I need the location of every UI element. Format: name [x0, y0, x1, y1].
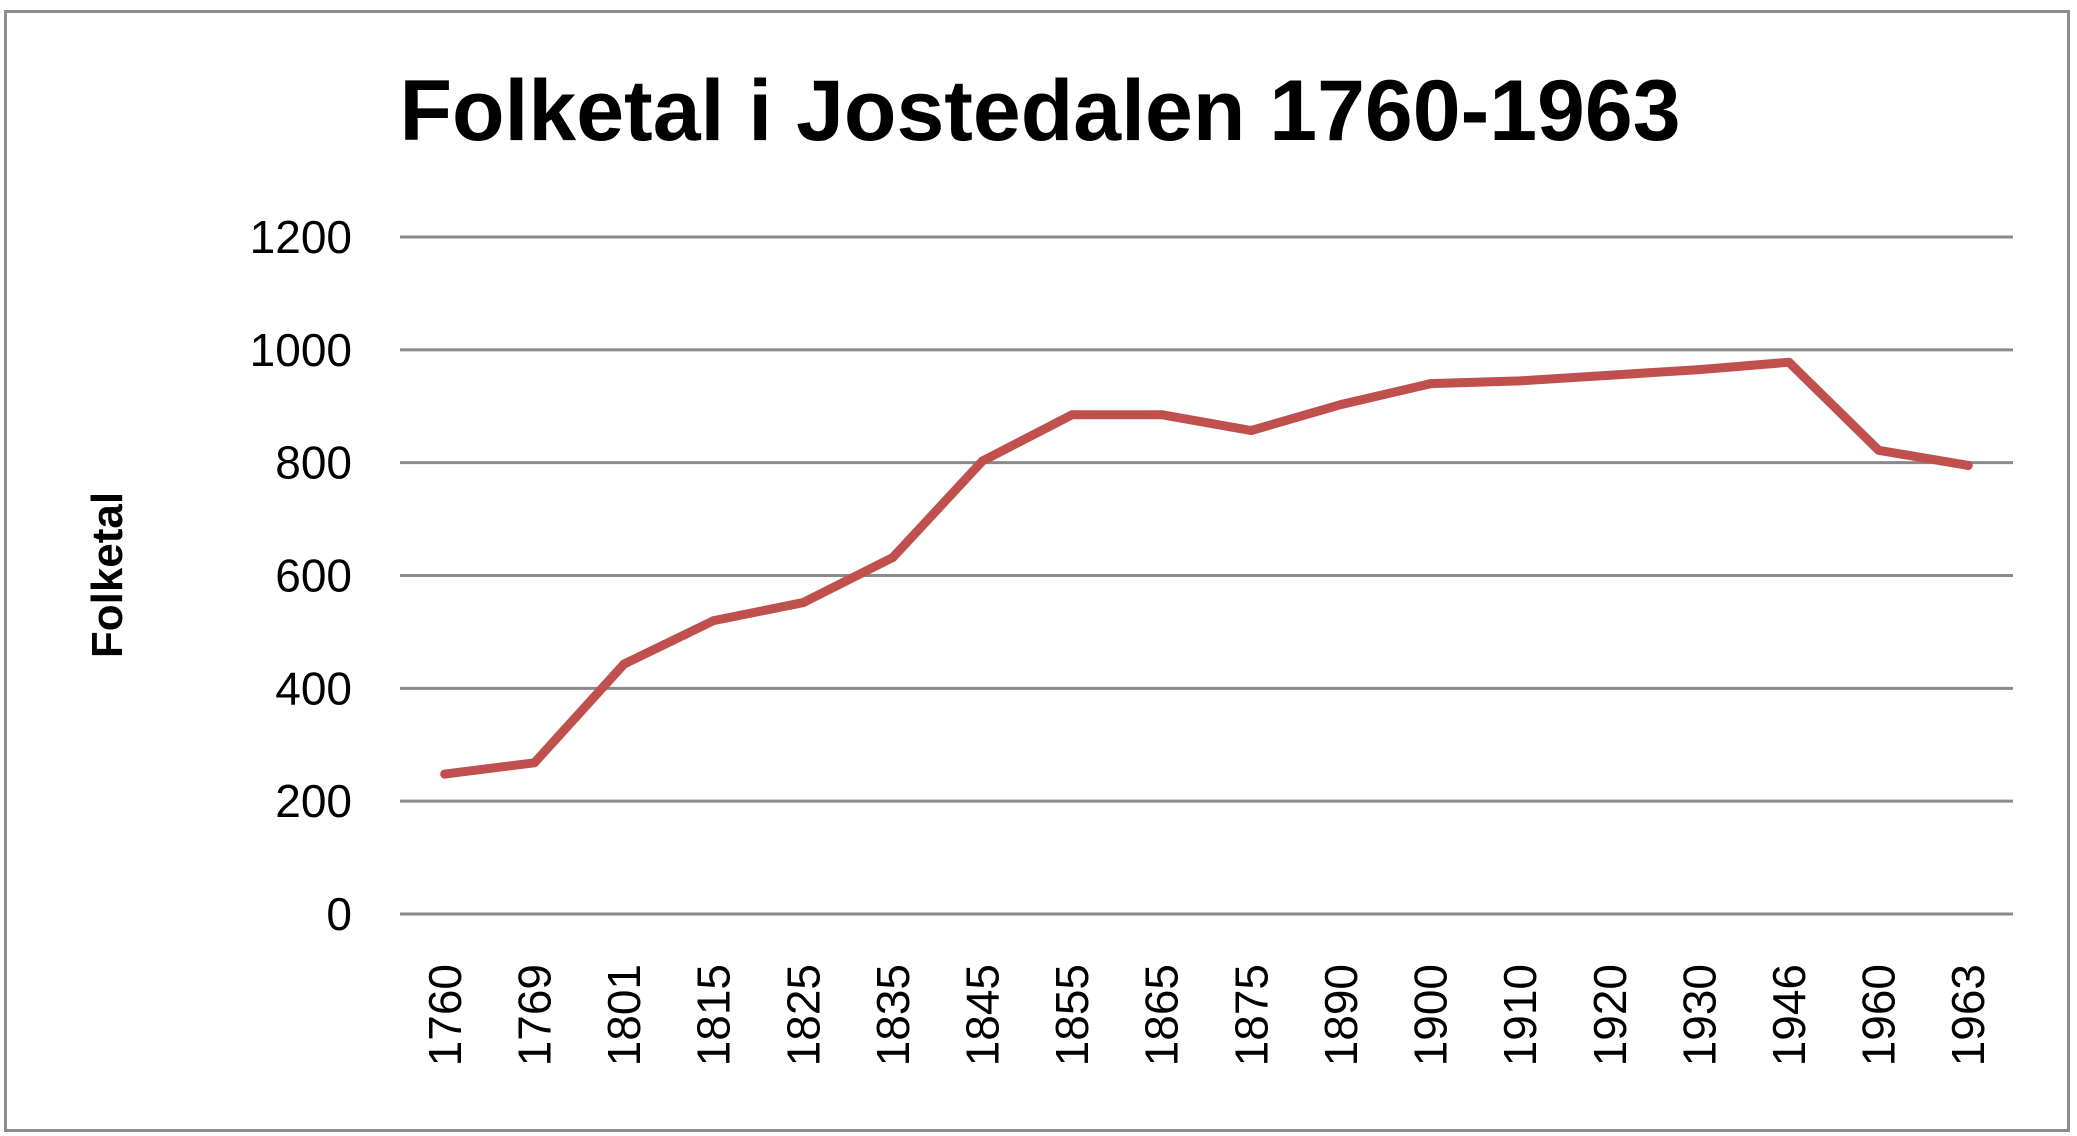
data-point — [529, 758, 539, 768]
y-axis-label: Folketal — [83, 492, 132, 658]
data-point — [1963, 460, 1973, 470]
data-point — [1515, 376, 1525, 386]
data-point — [1336, 400, 1346, 410]
x-tick-label: 1963 — [1942, 964, 1994, 1066]
x-tick-label: 1875 — [1225, 964, 1277, 1066]
data-point — [1426, 379, 1436, 389]
data-point — [1784, 357, 1794, 367]
x-tick-label: 1769 — [508, 964, 560, 1066]
series-line — [440, 357, 1973, 779]
x-tick-label: 1760 — [419, 964, 471, 1066]
y-tick-label: 0 — [326, 888, 352, 940]
x-tick-label: 1801 — [598, 964, 650, 1066]
data-point — [1874, 445, 1884, 455]
x-tick-label: 1910 — [1494, 964, 1546, 1066]
data-point — [1694, 365, 1704, 375]
series-layer — [440, 357, 1973, 779]
data-point — [1605, 370, 1615, 380]
data-point — [1067, 410, 1077, 420]
data-point — [977, 456, 987, 466]
x-tick-label: 1890 — [1315, 964, 1367, 1066]
x-tick-label: 1855 — [1046, 964, 1098, 1066]
chart-frame — [4, 10, 2070, 1132]
y-tick-label: 200 — [275, 775, 352, 827]
x-tick-label: 1825 — [777, 964, 829, 1066]
data-point — [1157, 410, 1167, 420]
x-tick-label: 1960 — [1853, 964, 1905, 1066]
data-point — [1246, 426, 1256, 436]
y-tick-label: 1000 — [250, 324, 352, 376]
data-point — [888, 552, 898, 562]
y-tick-label: 400 — [275, 662, 352, 714]
data-point — [709, 616, 719, 626]
x-tick-label: 1815 — [688, 964, 740, 1066]
y-tick-label: 600 — [275, 550, 352, 602]
y-tick-label: 1200 — [250, 211, 352, 263]
x-tick-label: 1920 — [1584, 964, 1636, 1066]
data-point — [798, 598, 808, 608]
x-tick-label: 1946 — [1763, 964, 1815, 1066]
data-point — [619, 659, 629, 669]
x-tick-label: 1930 — [1673, 964, 1725, 1066]
chart-title: Folketal i Jostedalen 1760-1963 — [399, 63, 1680, 159]
x-tick-label: 1865 — [1136, 964, 1188, 1066]
x-axis-ticks: 1760 1769 1801 1815 1825 1835 1845 1855 1865 1875… — [419, 964, 1994, 1066]
gridlines — [400, 235, 2013, 803]
y-tick-label: 800 — [275, 437, 352, 489]
y-axis-ticks: 0 200 400 600 800 1000 1200 — [250, 211, 352, 940]
x-tick-label: 1900 — [1405, 964, 1457, 1066]
data-point — [440, 769, 450, 779]
x-tick-label: 1845 — [956, 964, 1008, 1066]
x-tick-label: 1835 — [867, 964, 919, 1066]
